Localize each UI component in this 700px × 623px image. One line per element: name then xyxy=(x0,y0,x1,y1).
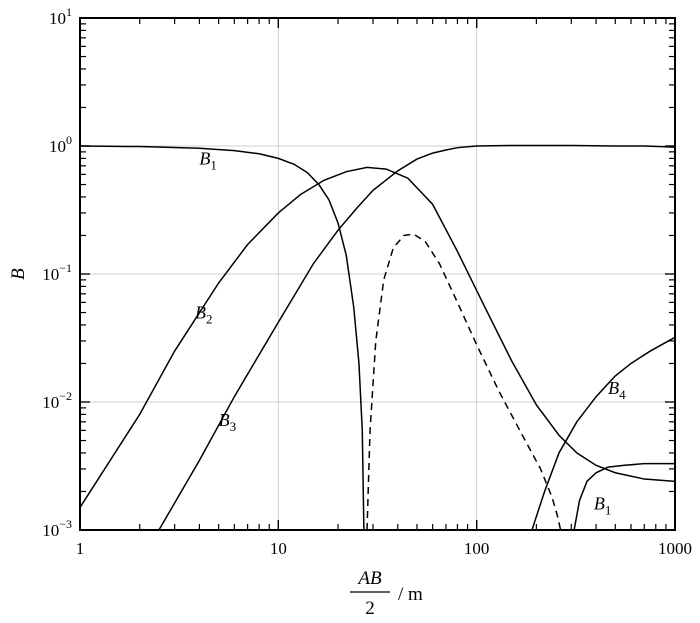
y-axis-label: B xyxy=(8,268,29,280)
series-line-b2-1 xyxy=(79,166,676,508)
x-tick-label: 100 xyxy=(464,539,490,558)
x-tick-label: 1000 xyxy=(658,539,692,558)
series-annotations: B1 B2 B3 B4 B1 xyxy=(195,148,626,517)
y-tick-label: 10−2 xyxy=(42,389,72,412)
ticks xyxy=(79,17,676,531)
y-tick-label: 100 xyxy=(49,133,72,156)
series-label-b2: B2 xyxy=(195,302,213,326)
x-tick-label: 10 xyxy=(270,539,287,558)
y-tick-label: 101 xyxy=(49,5,72,28)
series-label-b1: B1 xyxy=(199,148,217,172)
axis-labels: 1 10 100 1000 10−3 10−2 10−1 100 101 B AB 2 / m xyxy=(8,5,692,619)
x-tick-label: 1 xyxy=(76,539,85,558)
x-axis-label-denominator: 2 xyxy=(365,598,375,619)
curves xyxy=(79,144,676,531)
series-line-b1-5 xyxy=(573,462,675,531)
x-axis-label-numerator: AB xyxy=(356,568,382,589)
y-tick-label: 10−3 xyxy=(42,517,72,540)
series-line-b1-0 xyxy=(79,145,365,531)
series-label-b1: B1 xyxy=(594,493,612,517)
series-line-b4-4 xyxy=(531,336,676,531)
series-label-b3: B3 xyxy=(219,410,237,434)
x-axis-label-unit: / m xyxy=(398,584,423,605)
series-line-b3-2 xyxy=(158,144,676,531)
grid xyxy=(80,18,675,530)
series-label-b4: B4 xyxy=(608,378,626,402)
series-line-dashed-3 xyxy=(366,233,562,531)
y-tick-label: 10−1 xyxy=(42,261,72,284)
